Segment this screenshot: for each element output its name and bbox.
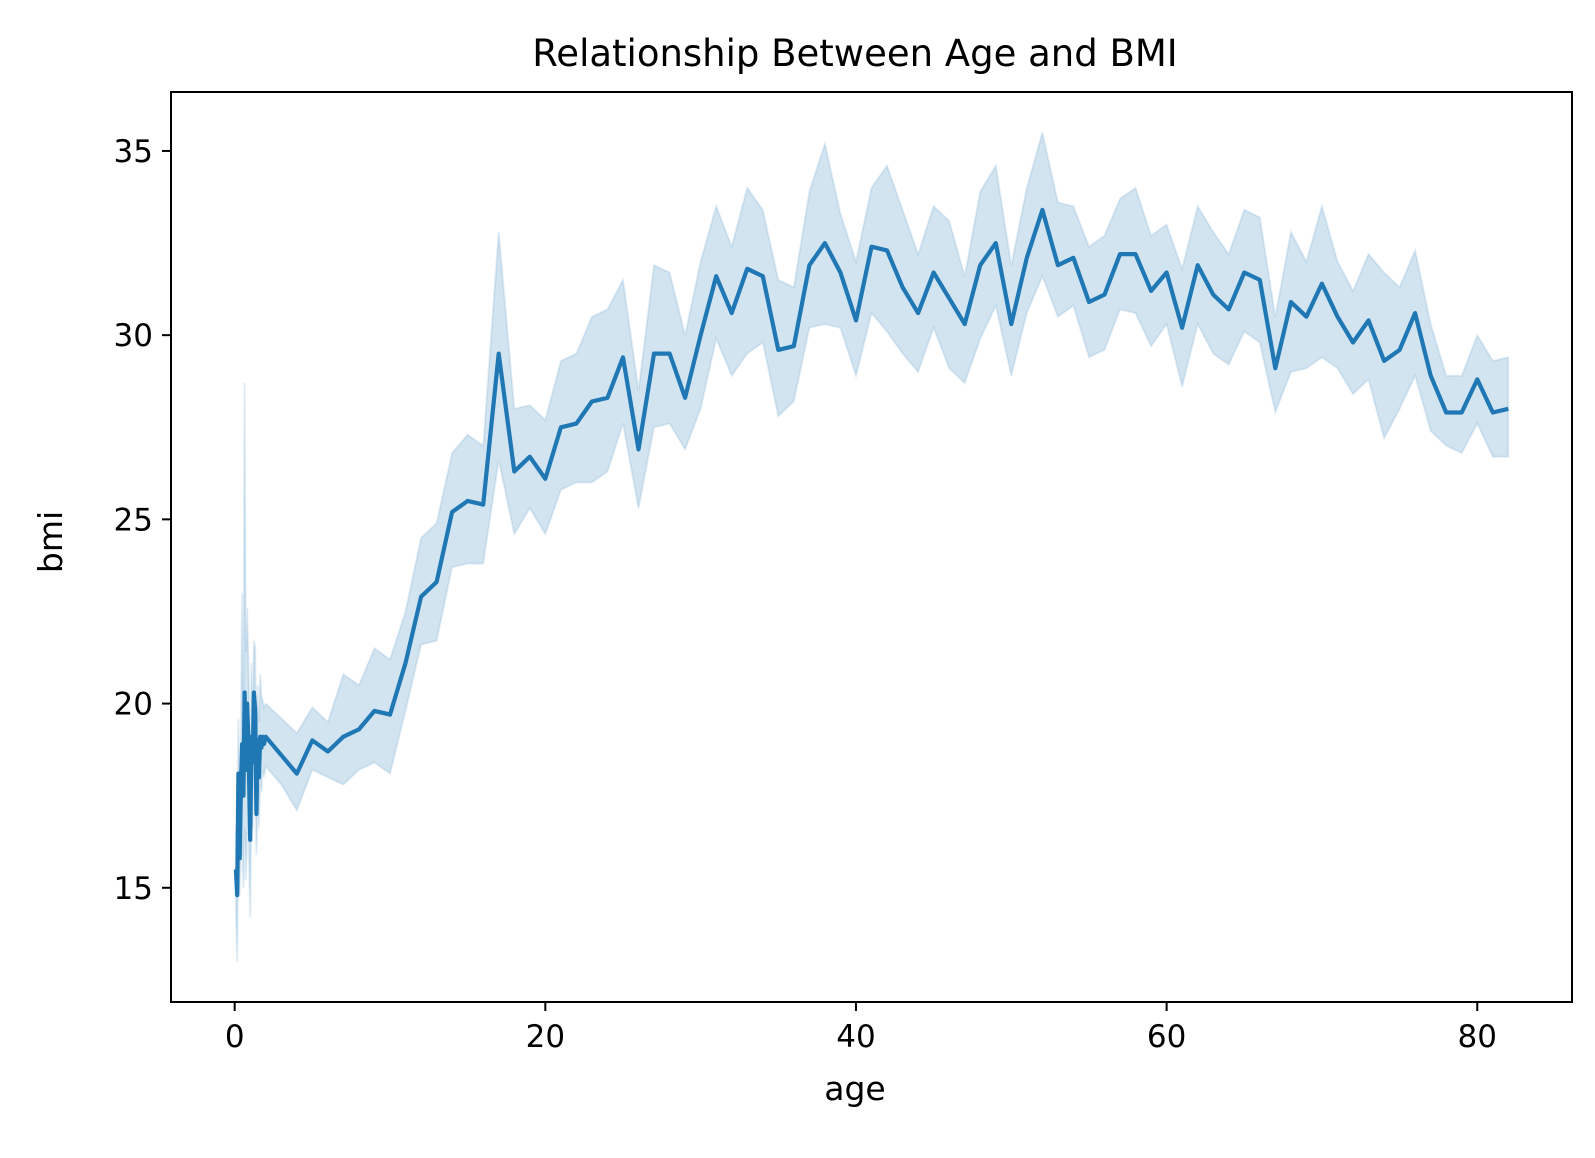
y-tick-label: 20	[114, 687, 153, 723]
x-axis-label: age	[824, 1069, 885, 1108]
y-axis-label: bmi	[31, 511, 70, 573]
x-tick-label: 80	[1458, 1019, 1497, 1055]
confidence-band	[234, 132, 1510, 962]
y-tick-label: 30	[114, 318, 153, 354]
y-tick-label: 15	[114, 871, 153, 907]
plot-frame	[170, 91, 1573, 1003]
x-axis-ticks: 0 20 40 60 80	[225, 1002, 1497, 1055]
chart-title: Relationship Between Age and BMI	[532, 32, 1177, 75]
x-tick-label: 60	[1147, 1019, 1186, 1055]
y-tick-label: 35	[114, 134, 153, 170]
y-axis-ticks: 15 20 25 30 35	[114, 134, 171, 907]
plot-area	[233, 132, 1510, 962]
x-tick-label: 20	[526, 1019, 565, 1055]
x-tick-label: 0	[225, 1019, 245, 1055]
series-line	[233, 207, 1509, 898]
x-tick-label: 40	[836, 1019, 875, 1055]
y-tick-label: 25	[114, 502, 153, 538]
